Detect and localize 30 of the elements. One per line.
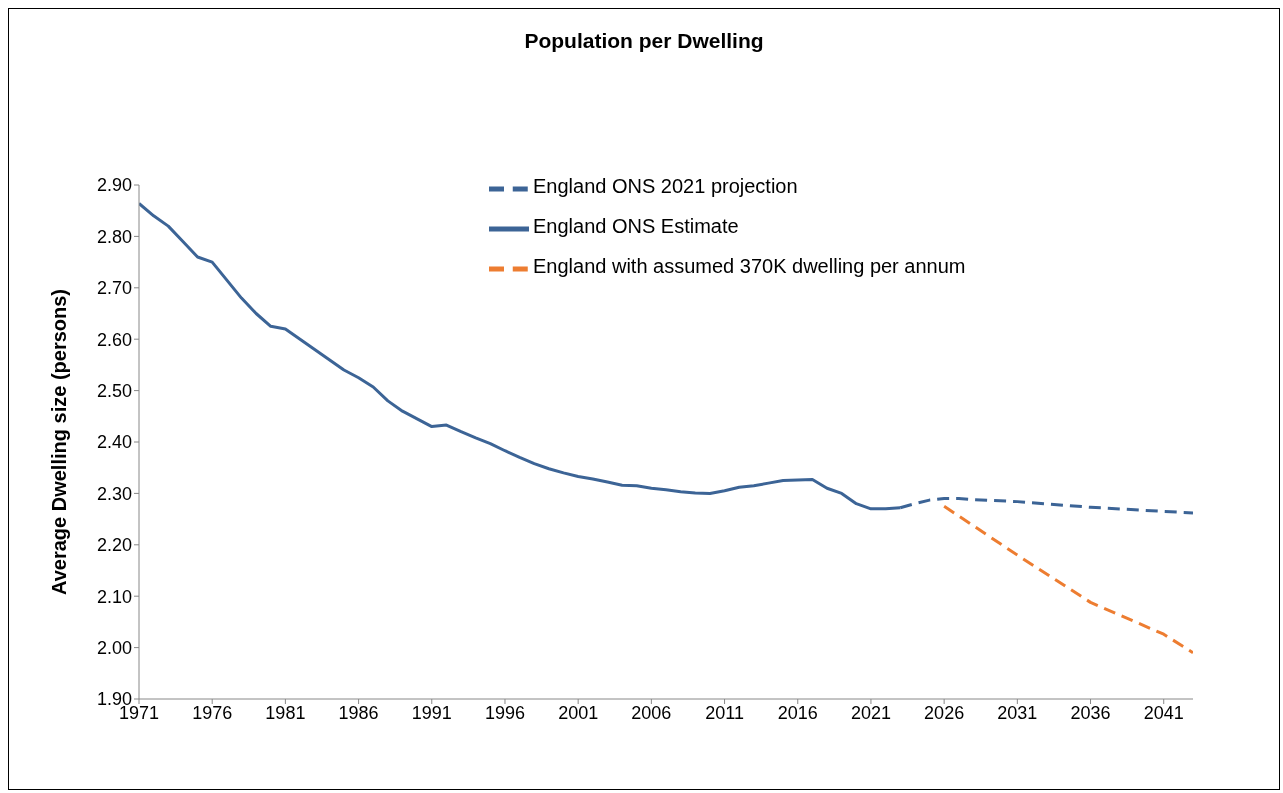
x-tick-label: 1991	[411, 702, 452, 723]
x-tick-label: 2016	[777, 702, 818, 723]
x-tick-label: 1976	[192, 702, 233, 723]
x-tick-label: 1981	[265, 702, 306, 723]
y-tick-label: 2.40	[96, 432, 132, 453]
x-tick-label: 2021	[850, 702, 891, 723]
legend-label: England ONS Estimate	[533, 215, 739, 238]
x-tick-label: 2036	[1070, 702, 1111, 723]
x-tick-label: 2026	[924, 702, 965, 723]
y-tick-label: 2.70	[96, 278, 132, 299]
y-tick-label: 2.30	[96, 483, 132, 504]
x-tick-label: 1996	[484, 702, 525, 723]
legend-label: England ONS 2021 projection	[533, 175, 798, 198]
y-axis-title: Average Dwelling size (persons)	[48, 288, 71, 596]
line-series	[942, 504, 1193, 655]
y-tick-label: 2.60	[96, 329, 132, 350]
x-tick-label: 1986	[338, 702, 379, 723]
y-tick-label: 2.90	[96, 175, 132, 196]
x-tick-label: 2031	[997, 702, 1038, 723]
y-tick-label: 2.80	[96, 226, 132, 247]
x-tick-label: 2006	[631, 702, 672, 723]
y-tick-label: 2.00	[96, 637, 132, 658]
x-tick-label: 2011	[705, 702, 744, 723]
x-tick-label: 2041	[1143, 702, 1184, 723]
legend-label: England with assumed 370K dwelling per annum	[533, 255, 966, 278]
x-tick-label: 2001	[558, 702, 599, 723]
y-tick-label: 2.50	[96, 380, 132, 401]
y-tick-label: 2.10	[96, 586, 132, 607]
chart-title: Population per Dwelling	[523, 29, 765, 53]
y-tick-label: 2.20	[96, 535, 132, 556]
